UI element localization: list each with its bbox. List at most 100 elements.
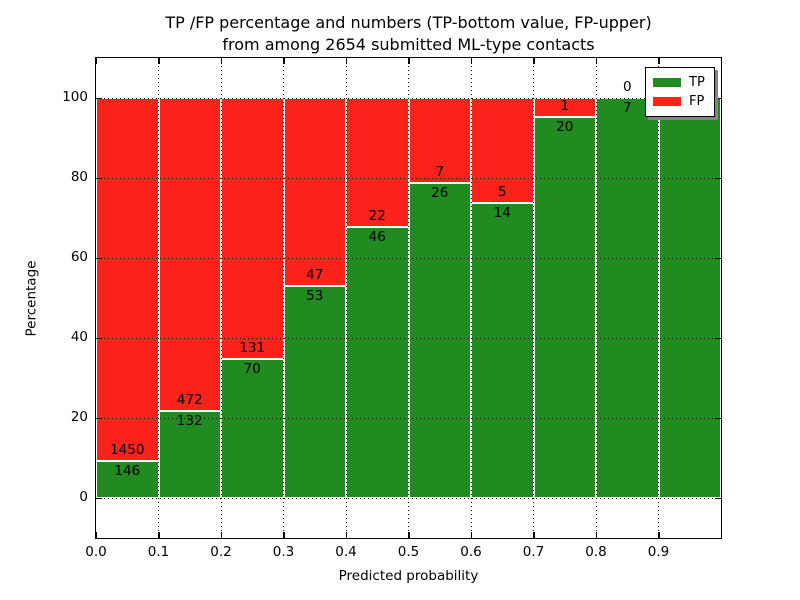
tp-bar-segment <box>96 461 159 498</box>
y-tick-mark-right <box>715 97 721 99</box>
x-tick-label: 0.7 <box>522 544 545 560</box>
fp-bar-segment <box>471 98 534 204</box>
x-tick-label: 0.5 <box>397 544 420 560</box>
x-axis-label: Predicted probability <box>338 568 479 584</box>
tp-count-label: 53 <box>306 288 324 304</box>
x-tick-label: 0.3 <box>272 544 295 560</box>
tp-bar-segment <box>346 227 409 498</box>
x-tick-label: 0.6 <box>460 544 482 560</box>
fp-bar-segment <box>221 98 284 359</box>
y-tick-mark-right <box>715 497 721 499</box>
y-tick-mark <box>96 417 102 419</box>
gridline-vertical <box>408 58 409 538</box>
gridline-horizontal <box>96 337 721 339</box>
fp-count-label: 47 <box>306 267 324 283</box>
gridline-vertical <box>595 58 597 538</box>
y-tick-label: 100 <box>62 89 88 105</box>
x-tick-mark <box>95 532 97 538</box>
legend: TP FP <box>645 67 715 117</box>
fp-count-label: 1450 <box>110 442 145 459</box>
y-tick-mark-right <box>715 417 721 419</box>
fp-count-label: 0 <box>622 79 632 95</box>
legend-swatch-fp-icon <box>653 97 681 106</box>
fp-bar-segment <box>96 98 159 462</box>
legend-item-tp: TP <box>653 73 705 92</box>
y-tick-mark <box>96 257 102 259</box>
fp-count-label: 131 <box>239 339 266 356</box>
x-tick-label: 0.8 <box>585 544 607 560</box>
x-tick-mark-top <box>283 58 285 64</box>
gridline-vertical <box>158 58 159 538</box>
legend-item-fp: FP <box>653 92 705 111</box>
x-tick-mark-top <box>345 58 347 64</box>
tp-count-label: 20 <box>556 119 574 136</box>
fp-count-label: 1 <box>560 98 570 115</box>
y-tick-mark-right <box>715 257 721 259</box>
y-axis-label: Percentage <box>23 260 40 337</box>
y-tick-mark-right <box>715 337 721 339</box>
tp-count-label: 132 <box>176 412 203 429</box>
fp-count-label: 472 <box>176 391 203 408</box>
y-tick-label: 40 <box>70 329 88 345</box>
tp-bar-segment <box>158 410 221 498</box>
tp-count-label: 70 <box>243 360 261 377</box>
x-tick-mark-top <box>158 58 160 64</box>
x-tick-mark-top <box>220 58 222 64</box>
x-tick-label: 0.2 <box>210 544 232 560</box>
x-tick-mark-top <box>408 58 410 64</box>
gridline-horizontal <box>96 417 721 419</box>
fp-count-label: 5 <box>497 184 507 201</box>
chart-title: TP /FP percentage and numbers (TP-bottom… <box>96 12 721 56</box>
gridline-horizontal <box>96 97 721 99</box>
gridline-vertical <box>345 58 347 538</box>
y-tick-mark <box>96 497 102 499</box>
tp-count-label: 146 <box>114 463 141 480</box>
tp-bar-segment <box>471 203 534 498</box>
legend-label-fp: FP <box>689 94 705 109</box>
chart-title-line2: from among 2654 submitted ML-type contac… <box>222 35 595 54</box>
x-tick-label: 0.9 <box>647 544 670 560</box>
gridline-vertical <box>470 58 472 538</box>
gridline-vertical <box>533 58 534 538</box>
plot-area: 1450146472132131704753224672651412007050… <box>24 57 722 584</box>
tp-count-label: 7 <box>622 100 632 116</box>
gridline-vertical <box>220 58 222 538</box>
x-tick-mark <box>533 532 535 538</box>
legend-swatch-tp-icon <box>653 78 681 87</box>
x-tick-mark <box>220 532 222 538</box>
x-tick-label: 0.4 <box>335 544 357 560</box>
tp-bar-segment <box>221 358 284 498</box>
y-tick-mark-right <box>715 177 721 179</box>
fp-count-label: 7 <box>435 163 445 180</box>
tp-bar-segment <box>533 117 596 498</box>
chart-title-line1: TP /FP percentage and numbers (TP-bottom… <box>165 13 652 32</box>
tp-count-label: 14 <box>493 205 511 222</box>
fp-count-label: 22 <box>368 208 386 225</box>
x-tick-mark <box>595 532 597 538</box>
y-tick-label: 60 <box>70 249 88 265</box>
x-tick-mark-top <box>95 58 97 64</box>
gridline-vertical <box>658 58 659 538</box>
gridline-horizontal <box>96 177 721 179</box>
gridline-horizontal <box>96 497 721 499</box>
x-tick-mark <box>470 532 472 538</box>
y-tick-mark <box>96 337 102 339</box>
tp-bar-segment <box>658 98 721 498</box>
x-tick-mark-top <box>533 58 535 64</box>
tp-count-label: 46 <box>368 229 386 246</box>
x-tick-mark-top <box>658 58 660 64</box>
x-tick-mark <box>408 532 410 538</box>
y-tick-label: 80 <box>70 169 88 185</box>
tp-count-label: 26 <box>431 184 449 201</box>
gridline-horizontal <box>96 257 721 259</box>
fp-bar-segment <box>158 98 221 411</box>
x-tick-mark-top <box>595 58 597 64</box>
y-tick-mark <box>96 97 102 99</box>
x-tick-label: 0.0 <box>85 544 107 560</box>
x-tick-mark-top <box>470 58 472 64</box>
x-tick-mark <box>283 532 285 538</box>
x-tick-mark <box>345 532 347 538</box>
y-tick-mark <box>96 177 102 179</box>
tp-bar-segment <box>283 286 346 498</box>
